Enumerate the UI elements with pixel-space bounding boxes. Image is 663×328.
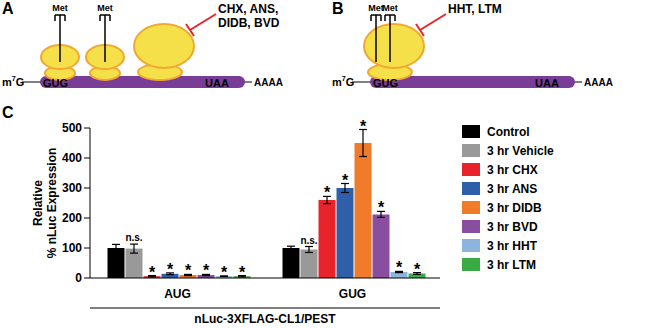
svg-text:n.s.: n.s. (125, 232, 142, 243)
html-text:3 hr LTM: 3 hr LTM (487, 257, 537, 272)
svg-text:n.s.: n.s. (300, 235, 317, 246)
svg-text:AAAA: AAAA (584, 77, 613, 88)
svg-text:AUG: AUG (164, 287, 191, 301)
svg-text:0: 0 (75, 271, 82, 285)
html-text:3 hr Vehicle: 3 hr Vehicle (487, 143, 554, 158)
html-text:3 hr HHT: 3 hr HHT (487, 238, 537, 253)
svg-text:nLuc-3XFLAG-CL1/PEST: nLuc-3XFLAG-CL1/PEST (194, 312, 336, 326)
svg-text:400: 400 (62, 151, 82, 165)
html-text:Control: Control (487, 124, 530, 139)
svg-text:m7G: m7G (332, 75, 354, 88)
svg-text:*: * (324, 184, 331, 201)
svg-text:C: C (2, 104, 14, 121)
svg-text:UAA: UAA (205, 77, 229, 89)
html-text:HHT, LTM: HHT, LTM (448, 2, 502, 16)
svg-text:*: * (221, 264, 228, 281)
svg-text:Met: Met (368, 3, 384, 13)
html-text:3 hr BVD: 3 hr BVD (487, 219, 538, 234)
svg-text:*: * (396, 259, 403, 276)
svg-text:Met: Met (97, 3, 113, 13)
svg-text:*: * (378, 199, 385, 216)
svg-text:A: A (2, 0, 14, 17)
svg-text:Met: Met (382, 3, 398, 13)
svg-text:*: * (203, 262, 210, 279)
svg-text:GUG: GUG (339, 287, 366, 301)
svg-text:B: B (332, 0, 344, 17)
svg-text:*: * (342, 172, 349, 189)
svg-text:Relative: Relative (31, 180, 45, 226)
html-text:3 hr ANS: 3 hr ANS (487, 181, 538, 196)
svg-text:*: * (360, 118, 367, 135)
svg-text:Met: Met (52, 3, 68, 13)
svg-text:100: 100 (62, 241, 82, 255)
html-text:3 hr CHX: 3 hr CHX (487, 162, 538, 177)
svg-text:500: 500 (62, 121, 82, 135)
svg-text:200: 200 (62, 211, 82, 225)
svg-text:% nLuc Expression: % nLuc Expression (45, 148, 59, 259)
svg-text:300: 300 (62, 181, 82, 195)
svg-text:*: * (149, 264, 156, 281)
html-text:3 hr DIDB: 3 hr DIDB (487, 200, 542, 215)
svg-text:GUG: GUG (373, 77, 398, 89)
svg-text:*: * (239, 264, 246, 281)
html-text:CHX, ANS, DIDB, BVD: CHX, ANS, DIDB, BVD (218, 2, 280, 30)
svg-text:AAAA: AAAA (254, 77, 283, 88)
svg-text:m7G: m7G (2, 75, 24, 88)
svg-text:*: * (414, 261, 421, 278)
svg-text:UAA: UAA (535, 77, 559, 89)
svg-text:GUG: GUG (43, 77, 68, 89)
svg-text:*: * (167, 261, 174, 278)
svg-text:*: * (185, 262, 192, 279)
